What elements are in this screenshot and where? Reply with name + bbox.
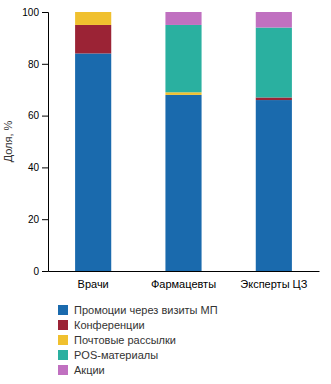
legend-item: Промоции через визиты МП (58, 304, 218, 316)
y-tick: 80 (28, 59, 48, 70)
y-axis: 0 20 40 60 80 100 (22, 7, 48, 277)
x-tick: Фармацевты (151, 278, 216, 290)
legend-item: Почтовые рассылки (58, 334, 176, 346)
y-tick-mark (42, 271, 48, 272)
bar-segment (256, 97, 292, 100)
bar-segment (75, 25, 111, 53)
bar-segment (165, 95, 201, 271)
bar-segment (256, 28, 292, 98)
plot: 0 20 40 60 80 100 Врачи Фармацевты Эксперты ЦЗ До… (2, 7, 320, 290)
bar-segment (75, 12, 111, 13)
y-tick-mark (42, 12, 48, 13)
legend-label: Акции (74, 364, 105, 376)
bars (75, 12, 292, 271)
x-tick: Врачи (78, 278, 109, 290)
y-tick-mark (42, 167, 48, 168)
y-tick: 60 (28, 110, 48, 121)
legend-item: POS-материалы (58, 349, 158, 361)
y-tick-mark (42, 64, 48, 65)
legend-label: POS-материалы (74, 349, 158, 361)
y-tick: 100 (22, 7, 48, 18)
bar-segment (165, 92, 201, 95)
legend-label: Конференции (74, 319, 145, 331)
chart: 0 20 40 60 80 100 Врачи Фармацевты Эксперты ЦЗ До… (0, 0, 331, 384)
y-tick-mark (42, 219, 48, 220)
x-tick: Эксперты ЦЗ (240, 278, 307, 290)
legend-label: Почтовые рассылки (74, 334, 176, 346)
series (75, 12, 201, 95)
legend: Промоции через визиты МП Конференции Почто… (58, 304, 218, 376)
y-tick-label: 80 (28, 59, 40, 70)
legend-swatch (58, 350, 68, 360)
bar-segment (75, 53, 111, 271)
y-axis-title: Доля, % (2, 120, 14, 162)
x-tick-label: Фармацевты (151, 278, 216, 290)
bar-segment (165, 12, 201, 25)
bar-segment (165, 25, 201, 92)
bar-segment (256, 12, 292, 28)
x-axis-line (49, 271, 320, 272)
series (75, 25, 292, 100)
legend-item: Конференции (58, 319, 145, 331)
legend-label: Промоции через визиты МП (74, 304, 218, 316)
y-tick-label: 60 (28, 110, 40, 121)
y-axis-line (42, 13, 49, 272)
legend-swatch (58, 320, 68, 330)
legend-swatch (58, 365, 68, 375)
bar-segment (75, 12, 111, 25)
series (165, 12, 291, 28)
legend-swatch (58, 305, 68, 315)
y-tick: 20 (28, 214, 48, 225)
y-tick-label: 100 (22, 7, 39, 18)
x-axis: Врачи Фармацевты Эксперты ЦЗ (49, 272, 320, 290)
x-tick-label: Врачи (78, 278, 109, 290)
legend-swatch (58, 335, 68, 345)
y-tick-label: 40 (28, 162, 40, 173)
y-tick-label: 0 (33, 266, 39, 277)
y-tick-label: 20 (28, 214, 40, 225)
y-tick: 40 (28, 162, 48, 173)
series (165, 25, 291, 98)
y-tick: 0 (33, 266, 48, 277)
y-tick-mark (42, 116, 48, 117)
bar-segment (256, 100, 292, 271)
x-tick-label: Эксперты ЦЗ (240, 278, 307, 290)
bar-segment (75, 12, 111, 13)
legend-item: Акции (58, 364, 105, 376)
